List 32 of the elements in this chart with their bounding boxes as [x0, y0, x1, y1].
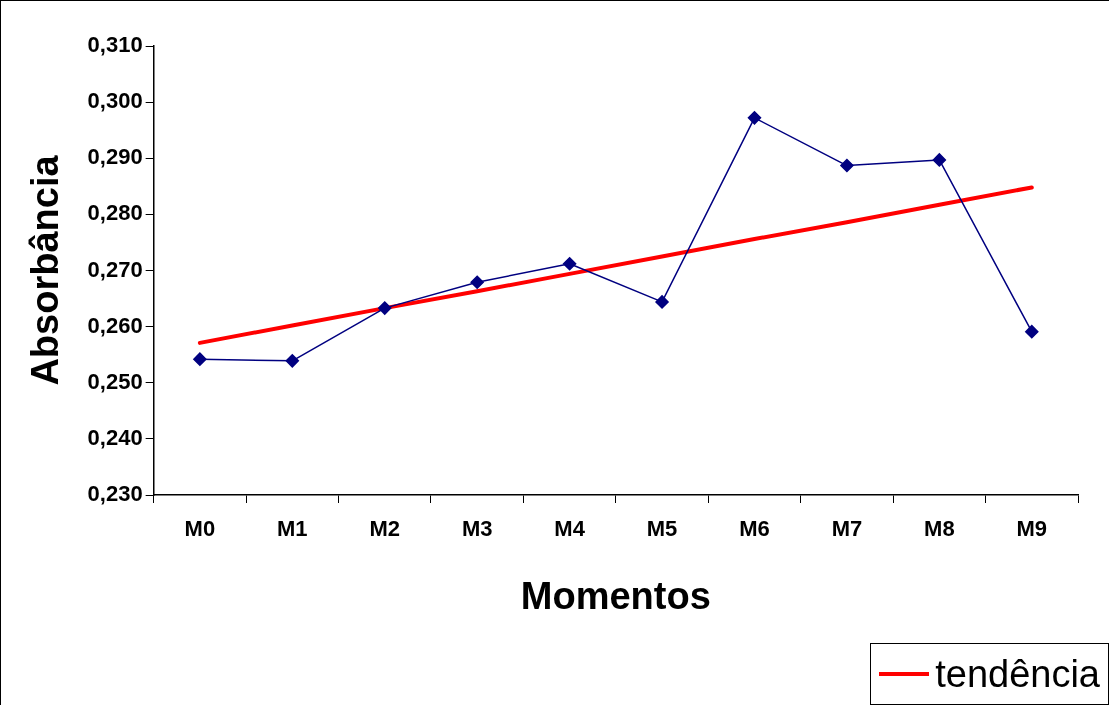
y-tick-label: 0,250: [87, 368, 143, 394]
x-tick-label: M1: [277, 516, 308, 542]
y-tick-label: 0,280: [87, 200, 143, 226]
x-tick-label: M3: [461, 516, 493, 542]
point: [285, 354, 300, 368]
point: [562, 257, 577, 271]
y-tick-label: 0,270: [87, 256, 143, 282]
point: [377, 301, 392, 315]
point: [932, 153, 947, 167]
y-tick-label: 0,310: [87, 32, 143, 58]
x-tick-label: M9: [1016, 516, 1048, 542]
y-tick-label: 0,230: [87, 481, 143, 507]
x-tick-label: M4: [554, 516, 586, 542]
x-tick-label: M6: [739, 516, 770, 542]
y-tick-label: 0,290: [87, 144, 143, 170]
point: [193, 352, 207, 366]
y-tick-label: 0,240: [87, 424, 143, 450]
x-tick-label: M2: [369, 516, 401, 542]
x-tick-label: M5: [646, 516, 678, 542]
x-tick-label: M0: [184, 516, 216, 542]
y-axis-title: Absorbância: [24, 154, 67, 386]
x-tick-label: M8: [924, 516, 955, 542]
point: [840, 158, 854, 173]
x-tick-label: M7: [831, 516, 863, 542]
x-axis-title: Momentos: [520, 574, 711, 617]
legend-label: tendência: [935, 652, 1100, 696]
point: [470, 275, 484, 290]
point: [655, 295, 669, 309]
y-tick-label: 0,260: [87, 312, 143, 338]
y-tick-label: 0,300: [87, 88, 143, 114]
point: [1025, 324, 1039, 339]
point: [747, 111, 762, 125]
